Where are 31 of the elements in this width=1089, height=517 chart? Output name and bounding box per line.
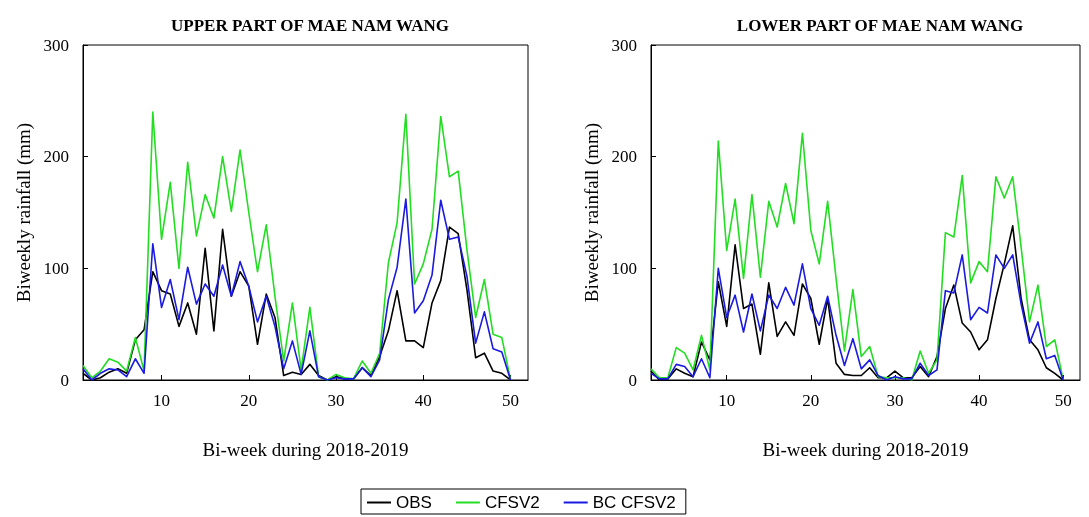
line-series (650, 132, 1064, 381)
x-tick-label: 30 (886, 391, 904, 410)
legend-label: OBS (396, 493, 432, 512)
y-tick-label: 100 (43, 258, 69, 278)
legend-label: CFSV2 (484, 493, 540, 512)
x-tick-label: 40 (970, 391, 988, 410)
y-tick-label: 300 (611, 35, 637, 55)
chart-title: LOWER PART OF MAE NAM WANG (736, 16, 1024, 35)
line-series (82, 111, 512, 381)
x-tick-label: 30 (327, 391, 345, 410)
x-tick-label: 40 (414, 391, 432, 410)
x-tick-label: 20 (802, 391, 820, 410)
y-tick-label: 200 (611, 147, 637, 167)
y-tick-label: 100 (611, 258, 637, 278)
y-axis-title: Biweekly rainfall (mm) (13, 122, 35, 303)
x-tick-label: 50 (1054, 391, 1072, 410)
x-tick-label: 10 (153, 391, 171, 410)
x-tick-label: 10 (718, 391, 736, 410)
x-axis-title: Bi-week during 2018-2019 (202, 439, 409, 460)
y-tick-label: 200 (43, 147, 69, 167)
chart-title: UPPER PART OF MAE NAM WANG (171, 16, 449, 35)
y-axis-title: Biweekly rainfall (mm) (580, 122, 603, 303)
y-tick-label: 0 (60, 370, 69, 390)
x-axis-title: Bi-week during 2018-2019 (762, 439, 969, 460)
y-tick-label: 300 (43, 35, 69, 55)
line-series (650, 254, 1064, 381)
line-series (82, 198, 512, 381)
y-tick-label: 0 (628, 370, 637, 390)
legend-label: BC CFSV2 (592, 493, 676, 512)
x-tick-label: 20 (240, 391, 258, 410)
x-tick-label: 50 (502, 391, 520, 410)
